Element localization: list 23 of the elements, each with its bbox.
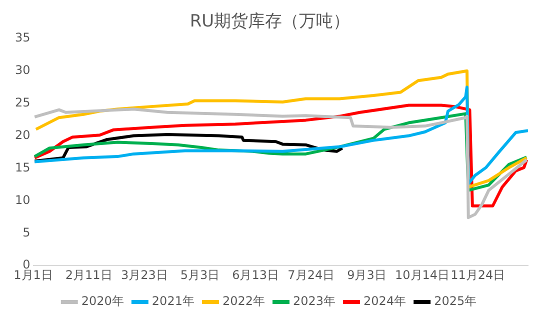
x-tick-label: 10月14日	[395, 268, 450, 282]
y-tick-label: 15	[14, 160, 30, 174]
x-tick-label: 9月3日	[347, 268, 386, 282]
chart-title: RU期货库存（万吨）	[190, 12, 350, 32]
y-tick-label: 10	[14, 192, 30, 207]
x-tick-label: 2月11日	[65, 268, 112, 282]
y-tick-label: 5	[22, 225, 30, 240]
x-tick-label: 7月24日	[288, 268, 335, 282]
y-tick-label: 20	[14, 128, 30, 142]
y-tick-label: 25	[14, 95, 30, 110]
legend-label: 2023年	[293, 294, 336, 308]
legend-label: 2024年	[364, 294, 406, 308]
legend-label: 2025年	[434, 294, 477, 308]
x-tick-label: 3月23日	[120, 268, 168, 282]
x-tick-label: 6月13日	[232, 268, 280, 282]
x-tick-label: 1月1日	[14, 268, 53, 282]
x-tick-label: 11月24日	[450, 268, 506, 282]
legend-label: 2020年	[81, 294, 124, 308]
legend-label: 2022年	[222, 294, 266, 308]
x-tick-label: 5月3日	[180, 268, 220, 282]
legend-label: 2021年	[152, 294, 194, 308]
y-tick-label: 35	[14, 30, 30, 45]
y-tick-label: 30	[14, 62, 30, 77]
